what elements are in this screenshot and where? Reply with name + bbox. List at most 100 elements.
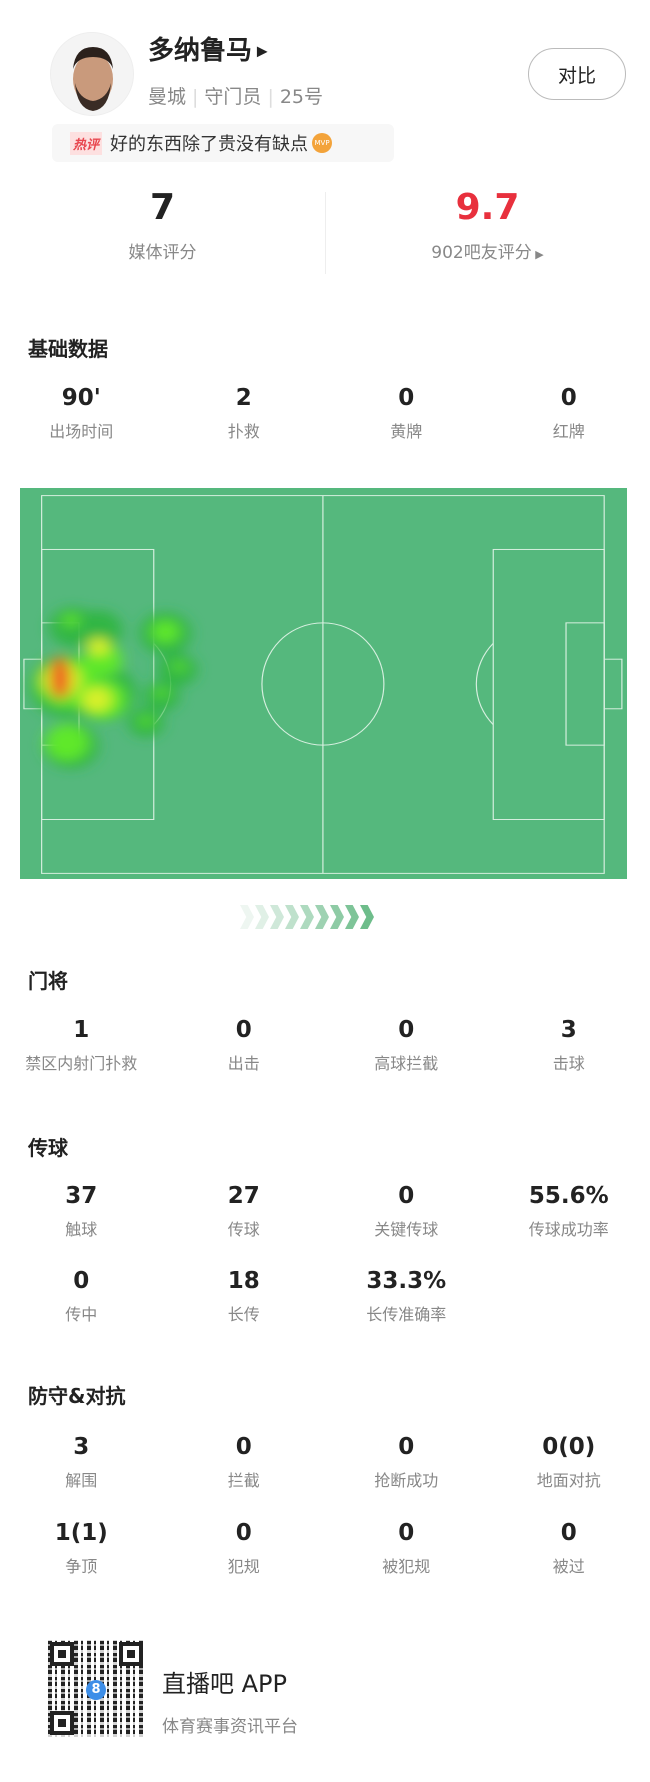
stat-cell: 18 长传 xyxy=(163,1267,326,1325)
stat-label: 传球成功率 xyxy=(528,1220,609,1239)
stat-cell: 1(1) 争顶 xyxy=(0,1519,163,1577)
hot-comment[interactable]: 热评 好的东西除了贵没有缺点 MVP xyxy=(52,124,394,162)
stat-label: 关键传球 xyxy=(374,1220,439,1239)
stats-row: 1 禁区内射门扑救 0 出击 0 高球拦截 3 击球 xyxy=(0,1016,650,1074)
stat-cell: 0 被犯规 xyxy=(325,1519,488,1577)
stat-label: 禁区内射门扑救 xyxy=(25,1054,138,1073)
stat-label: 红牌 xyxy=(552,422,585,441)
stat-value: 0(0) xyxy=(542,1434,596,1460)
chevron-right-icon xyxy=(315,905,329,929)
media-rating: 7 媒体评分 xyxy=(128,187,197,263)
stat-label: 被犯规 xyxy=(382,1557,431,1576)
stat-cell: 27 传球 xyxy=(163,1182,326,1240)
stat-value: 0 xyxy=(235,1434,252,1460)
heatmap-blobs xyxy=(29,606,198,769)
position: 守门员 xyxy=(204,86,262,108)
app-name: 直播吧 APP xyxy=(162,1670,287,1698)
stat-value: 0 xyxy=(398,1520,415,1546)
stat-value: 0 xyxy=(73,1268,90,1294)
stat-cell: 0 抢断成功 xyxy=(325,1433,488,1491)
divider xyxy=(325,192,326,274)
stat-cell: 33.3% 长传准确率 xyxy=(325,1267,488,1325)
stat-label: 长传准确率 xyxy=(366,1305,447,1324)
stat-value: 0 xyxy=(398,385,415,411)
stats-row: 3 解围 0 拦截 0 抢断成功 0(0) 地面对抗 xyxy=(0,1433,650,1491)
stat-value: 37 xyxy=(65,1183,98,1209)
stat-cell: 90' 出场时间 xyxy=(0,384,163,442)
attack-direction-arrows xyxy=(240,905,375,929)
stat-value: 33.3% xyxy=(366,1268,447,1294)
stat-label: 触球 xyxy=(65,1220,98,1239)
stat-value: 1 xyxy=(73,1017,90,1043)
stat-cell: 0 黄牌 xyxy=(325,384,488,442)
stats-row: 1(1) 争顶 0 犯规 0 被犯规 0 被过 xyxy=(0,1519,650,1577)
app-logo-icon: 8 xyxy=(86,1680,106,1700)
stat-label: 解围 xyxy=(65,1471,98,1490)
stat-cell: 0 拦截 xyxy=(163,1433,326,1491)
section-title-passing: 传球 xyxy=(28,1136,68,1160)
stat-label: 黄牌 xyxy=(390,422,423,441)
hot-comment-tag: 热评 xyxy=(70,131,103,155)
stat-cell: 0(0) 地面对抗 xyxy=(488,1433,650,1491)
stat-value: 1(1) xyxy=(54,1520,108,1546)
stat-label: 出场时间 xyxy=(49,422,114,441)
chevron-right-icon xyxy=(270,905,284,929)
stat-label: 长传 xyxy=(227,1305,260,1324)
stat-cell: 0 出击 xyxy=(163,1016,326,1074)
stat-value: 90' xyxy=(61,385,101,411)
stat-label: 抢断成功 xyxy=(374,1471,439,1490)
stat-label: 被过 xyxy=(552,1557,585,1576)
player-avatar[interactable] xyxy=(50,32,134,116)
stat-cell: 0 关键传球 xyxy=(325,1182,488,1240)
stat-label: 拦截 xyxy=(227,1471,260,1490)
stat-cell: 0 红牌 xyxy=(488,384,650,442)
hot-comment-text: 好的东西除了贵没有缺点 xyxy=(110,134,309,155)
stat-label: 击球 xyxy=(552,1054,585,1073)
section-title-defense: 防守&对抗 xyxy=(28,1384,126,1408)
section-title-goalkeeper: 门将 xyxy=(28,969,68,993)
stat-value: 0 xyxy=(398,1183,415,1209)
chevron-right-icon xyxy=(240,905,254,929)
stat-cell: 3 解围 xyxy=(0,1433,163,1491)
stat-value: 0 xyxy=(398,1017,415,1043)
chevron-right-icon xyxy=(285,905,299,929)
chevron-right-icon xyxy=(300,905,314,929)
qr-code: 8 xyxy=(48,1640,145,1737)
chevron-right-icon xyxy=(360,905,374,929)
stat-value: 2 xyxy=(235,385,252,411)
stat-cell: 55.6% 传球成功率 xyxy=(488,1182,650,1240)
stat-value: 27 xyxy=(227,1183,260,1209)
stat-cell: 1 禁区内射门扑救 xyxy=(0,1016,163,1074)
stat-label: 传中 xyxy=(65,1305,98,1324)
stat-label: 出击 xyxy=(227,1054,260,1073)
stat-value: 3 xyxy=(73,1434,90,1460)
stat-label: 地面对抗 xyxy=(536,1471,601,1490)
fan-rating[interactable]: 9.7 902吧友评分 ▶ xyxy=(431,187,544,263)
stat-cell: 3 击球 xyxy=(488,1016,650,1074)
heatmap-pitch xyxy=(20,488,627,879)
shirt-number: 25号 xyxy=(279,86,324,108)
stat-value: 0 xyxy=(560,1520,577,1546)
stats-row: 90' 出场时间 2 扑救 0 黄牌 0 红牌 xyxy=(0,384,650,442)
chevron-right-icon xyxy=(345,905,359,929)
team: 曼城 xyxy=(148,86,187,108)
section-title-basic: 基础数据 xyxy=(28,337,108,361)
caret-right-icon: ▶ xyxy=(252,43,268,60)
stat-cell: 0 被过 xyxy=(488,1519,650,1577)
chevron-right-icon xyxy=(330,905,344,929)
stat-value: 3 xyxy=(560,1017,577,1043)
player-face-icon xyxy=(73,47,113,111)
stat-cell: 2 扑救 xyxy=(163,384,326,442)
stats-row: 37 触球 27 传球 0 关键传球 55.6% 传球成功率 xyxy=(0,1182,650,1240)
player-name[interactable]: 多纳鲁马 ▶ xyxy=(148,36,268,66)
stat-value: 18 xyxy=(227,1268,260,1294)
stat-label: 传球 xyxy=(227,1220,260,1239)
stat-label: 高球拦截 xyxy=(374,1054,439,1073)
mvp-badge-icon: MVP xyxy=(312,133,333,153)
compare-button[interactable]: 对比 xyxy=(528,48,626,100)
stat-label: 犯规 xyxy=(227,1557,260,1576)
stat-label: 扑救 xyxy=(227,422,260,441)
stat-cell: 0 犯规 xyxy=(163,1519,326,1577)
stat-label: 争顶 xyxy=(65,1557,98,1576)
caret-right-icon: ▶ xyxy=(531,248,544,261)
